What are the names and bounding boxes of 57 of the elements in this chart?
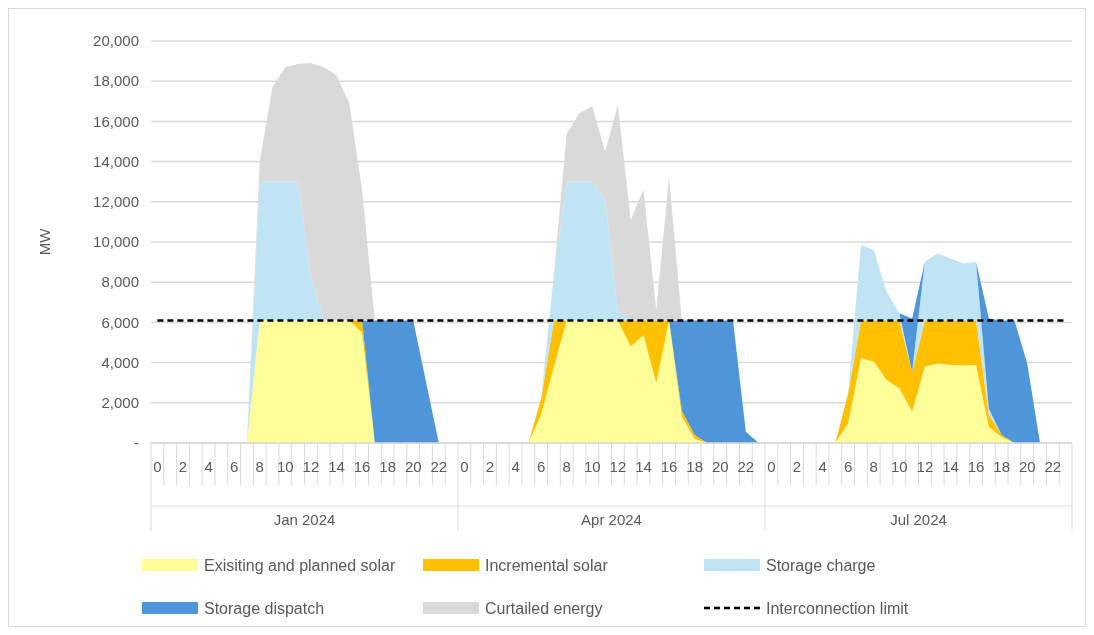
x-tick-label: 10 bbox=[583, 458, 601, 476]
x-tick-label: 22 bbox=[737, 458, 755, 476]
y-tick-label: - bbox=[134, 434, 139, 452]
y-tick-label: 12,000 bbox=[93, 193, 139, 211]
x-tick-label: 20 bbox=[711, 458, 729, 476]
x-tick-label: 4 bbox=[511, 458, 520, 476]
x-tick-label: 12 bbox=[302, 458, 320, 476]
y-tick-label: 4,000 bbox=[101, 353, 139, 371]
x-tick-label: 18 bbox=[686, 458, 703, 476]
x-tick-label: 8 bbox=[869, 458, 878, 476]
y-tick-label: 2,000 bbox=[101, 394, 139, 412]
y-tick-label: 18,000 bbox=[93, 72, 139, 90]
x-tick-label: 6 bbox=[229, 458, 239, 476]
x-tick-label: 18 bbox=[993, 458, 1010, 476]
x-tick-label: 10 bbox=[276, 458, 294, 476]
x-tick-label: 2 bbox=[485, 458, 495, 476]
x-tick-label: 20 bbox=[1018, 458, 1036, 476]
x-tick-label: 12 bbox=[916, 458, 934, 476]
x-tick-label: 8 bbox=[562, 458, 571, 476]
x-tick-label: 12 bbox=[609, 458, 627, 476]
text: Jan 2024 bbox=[273, 511, 336, 528]
legend-label: Curtailed energy bbox=[485, 599, 603, 617]
x-tick-label: 18 bbox=[379, 458, 396, 476]
x-tick-label: 10 bbox=[890, 458, 908, 476]
x-tick-label: 20 bbox=[404, 458, 422, 476]
text: Jul 2024 bbox=[890, 511, 947, 528]
x-tick-label: 14 bbox=[942, 458, 959, 476]
x-tick-label: 22 bbox=[1044, 458, 1062, 476]
x-tick-label: 16 bbox=[660, 458, 678, 476]
y-tick-label: 6,000 bbox=[101, 313, 139, 331]
legend-label: Storage charge bbox=[766, 556, 876, 574]
x-tick-label: 2 bbox=[178, 458, 188, 476]
x-tick-label: 14 bbox=[635, 458, 652, 476]
x-tick-label: 22 bbox=[430, 458, 448, 476]
x-tick-label: 8 bbox=[255, 458, 264, 476]
x-tick-label: 0 bbox=[767, 458, 776, 476]
x-tick-label: 4 bbox=[204, 458, 213, 476]
y-tick-label: 20,000 bbox=[93, 32, 139, 50]
y-tick-label: 10,000 bbox=[93, 233, 139, 251]
x-tick-label: 14 bbox=[328, 458, 345, 476]
x-tick-label: 6 bbox=[843, 458, 853, 476]
y-tick-label: 14,000 bbox=[93, 152, 139, 170]
legend-label: Interconnection limit bbox=[766, 599, 909, 617]
x-tick-label: 16 bbox=[967, 458, 985, 476]
x-tick-label: 2 bbox=[792, 458, 802, 476]
x-tick-label: 6 bbox=[536, 458, 546, 476]
x-tick-label: 0 bbox=[460, 458, 469, 476]
x-tick-label: 16 bbox=[353, 458, 371, 476]
y-tick-label: 8,000 bbox=[101, 273, 139, 291]
y-axis-title: MW bbox=[36, 227, 53, 256]
legend-label: Storage dispatch bbox=[204, 599, 325, 617]
legend-label: Exisiting and planned solar bbox=[204, 556, 396, 574]
x-tick-label: 0 bbox=[153, 458, 162, 476]
x-tick-label: 4 bbox=[818, 458, 827, 476]
text: Apr 2024 bbox=[581, 511, 642, 528]
legend-label: Incremental solar bbox=[485, 556, 609, 574]
y-tick-label: 16,000 bbox=[93, 112, 139, 130]
